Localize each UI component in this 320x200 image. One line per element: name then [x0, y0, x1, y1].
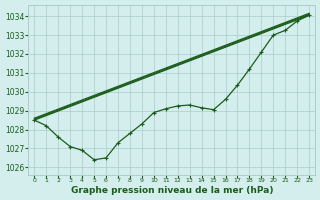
X-axis label: Graphe pression niveau de la mer (hPa): Graphe pression niveau de la mer (hPa): [70, 186, 273, 195]
